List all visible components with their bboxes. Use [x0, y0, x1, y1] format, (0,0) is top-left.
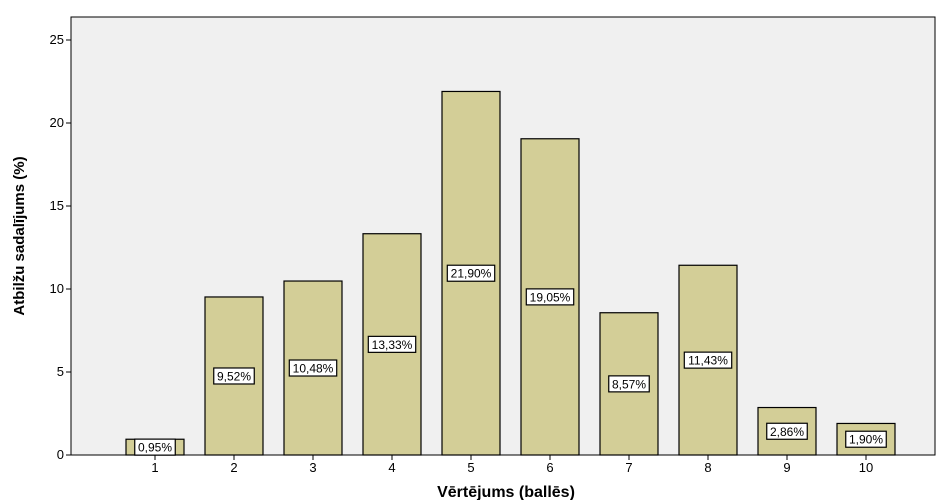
data-label-box	[288, 359, 338, 377]
data-label: 13,33%	[367, 335, 417, 353]
x-tick-label: 8	[704, 460, 711, 475]
y-tick-label: 25	[50, 32, 64, 47]
data-label-box	[525, 288, 575, 306]
data-label: 2,86%	[766, 422, 808, 440]
data-label: 11,43%	[683, 351, 733, 369]
x-tick-label: 2	[230, 460, 237, 475]
y-tick-label: 15	[50, 198, 64, 213]
data-label-text: 1,90%	[849, 433, 883, 447]
data-label: 1,90%	[845, 430, 887, 448]
x-tick-label: 1	[151, 460, 158, 475]
y-axis-title: Atbilžu sadalījums (%)	[11, 156, 28, 315]
data-label-text: 0,95%	[138, 441, 172, 455]
y-tick-label: 5	[57, 364, 64, 379]
x-tick-label: 4	[388, 460, 395, 475]
data-label-box	[845, 430, 887, 448]
data-label-text: 11,43%	[688, 354, 728, 368]
data-label-text: 19,05%	[530, 290, 571, 304]
data-label-text: 21,90%	[451, 267, 492, 281]
y-tick-label: 0	[57, 447, 64, 462]
data-label-box	[213, 367, 255, 385]
x-tick-label: 10	[859, 460, 873, 475]
data-label-box	[766, 422, 808, 440]
data-label-box	[608, 375, 650, 393]
data-label-box	[446, 264, 496, 282]
x-tick-label: 6	[546, 460, 553, 475]
data-label-text: 9,52%	[217, 369, 251, 383]
data-label-box	[367, 335, 417, 353]
data-labels: 0,95% 9,52% 10,48% 13,33% 21,90% 19,05% 8,57% 1…	[134, 264, 887, 456]
y-axis: 0 5 10 15 20 25	[50, 17, 72, 462]
x-tick-label: 7	[625, 460, 632, 475]
x-tick-label: 3	[309, 460, 316, 475]
data-label-text: 10,48%	[293, 362, 334, 376]
data-label: 19,05%	[525, 288, 575, 306]
y-tick-label: 20	[50, 115, 64, 130]
x-tick-label: 9	[783, 460, 790, 475]
data-label-box	[683, 351, 733, 369]
x-tick-label: 5	[467, 460, 474, 475]
data-label: 0,95%	[134, 438, 176, 456]
data-label-text: 2,86%	[770, 425, 804, 439]
data-label: 8,57%	[608, 375, 650, 393]
y-tick-label: 10	[50, 281, 64, 296]
data-label: 21,90%	[446, 264, 496, 282]
x-axis-title: Vērtējums (ballēs)	[437, 484, 575, 500]
data-label-text: 13,33%	[372, 338, 413, 352]
data-label: 9,52%	[213, 367, 255, 385]
x-axis: 1 2 3 4 5 6 7 8 9 10	[71, 454, 935, 475]
data-label-text: 8,57%	[612, 377, 646, 391]
data-label: 10,48%	[288, 359, 338, 377]
data-label-box	[134, 438, 176, 456]
plot-area	[70, 16, 936, 456]
